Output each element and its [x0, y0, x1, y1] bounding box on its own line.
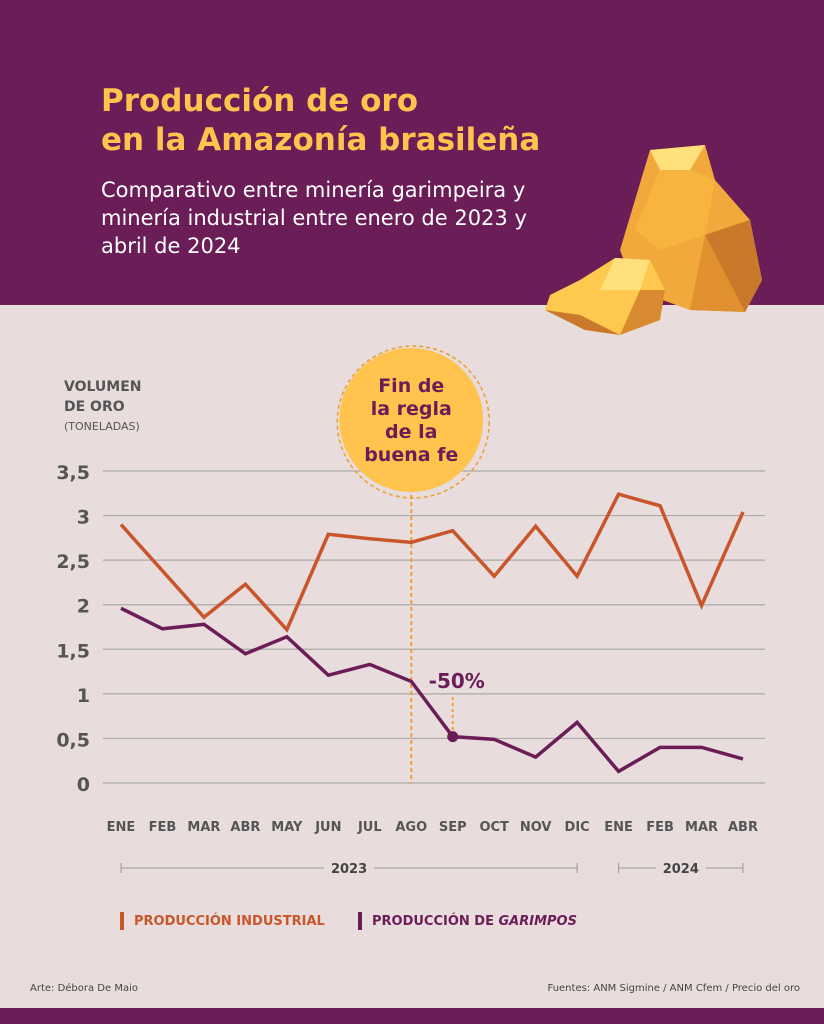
annotation-circle-border: [336, 345, 491, 499]
annotation-circle: [339, 348, 484, 492]
footer-bar: [0, 1008, 824, 1024]
x-tick-label: DIC: [565, 820, 590, 835]
annotation-text: de la: [385, 421, 437, 443]
y-tick-label: 2,5: [56, 551, 90, 573]
series-line-industrial: [119, 492, 745, 633]
y-tick-label: 2: [77, 596, 90, 618]
x-tick-label: MAR: [187, 820, 220, 835]
legend-label: PRODUCCIÓN DE GARIMPOS: [372, 913, 577, 929]
x-tick-label: JUN: [314, 820, 341, 835]
x-tick-label: AGO: [395, 820, 427, 835]
legend-label: PRODUCCIÓN INDUSTRIAL: [134, 913, 325, 929]
x-tick-label: SEP: [439, 820, 467, 835]
x-tick-label: JUL: [357, 820, 382, 835]
line-chart: 0 0,5 1 1,5 2 2,5 3 3,5 ENE FEB MAR ABR MAY JUN JUL AGO…: [56, 345, 765, 877]
x-tick-label: ENE: [604, 820, 633, 835]
annotation-text: buena fe: [364, 444, 458, 466]
annotation-text: la regla: [371, 398, 452, 420]
sources: Fuentes: ANM Sigmine / ANM Cfem / Precio…: [547, 983, 800, 994]
x-tick-label: FEB: [149, 820, 177, 835]
x-tick-label: NOV: [520, 820, 552, 835]
year-label: 2023: [331, 862, 367, 877]
x-tick-label: MAR: [685, 820, 718, 835]
y-tick-label: 0: [77, 774, 90, 796]
x-tick-label: ENE: [107, 820, 136, 835]
gold-nugget-icon: [545, 145, 762, 335]
x-tick-label: MAY: [271, 820, 303, 835]
subtitle: Comparativo entre minería garimpeira y m…: [101, 178, 527, 258]
series-line-garimpos: [120, 606, 744, 774]
x-tick-label: FEB: [646, 820, 674, 835]
drop-marker: [447, 731, 459, 743]
legend-industrial: PRODUCCIÓN INDUSTRIAL: [120, 912, 325, 930]
year-label: 2024: [663, 862, 699, 877]
x-tick-label: OCT: [479, 820, 509, 835]
legend-swatch: [120, 912, 124, 930]
y-tick-label: 3,5: [56, 462, 90, 484]
x-tick-label: ABR: [230, 820, 260, 835]
legend-garimpos: PRODUCCIÓN DE GARIMPOS: [358, 912, 577, 930]
y-tick-label: 1,5: [56, 640, 90, 662]
x-tick-label: ABR: [728, 820, 758, 835]
y-axis-label: VOLUMEN DE ORO (TONELADAS): [64, 379, 142, 433]
y-tick-label: 3: [77, 507, 90, 529]
page-title: Producción de oro en la Amazonía brasileñ…: [101, 83, 541, 158]
y-tick-label: 0,5: [56, 729, 90, 751]
art-credit: Arte: Débora De Maio: [30, 983, 138, 994]
legend-swatch: [358, 912, 362, 930]
header: Producción de oro en la Amazonía brasileñ…: [0, 0, 824, 335]
y-tick-label: 1: [77, 685, 90, 707]
annotation-text: Fin de: [378, 375, 444, 397]
drop-label: -50%: [429, 669, 485, 693]
